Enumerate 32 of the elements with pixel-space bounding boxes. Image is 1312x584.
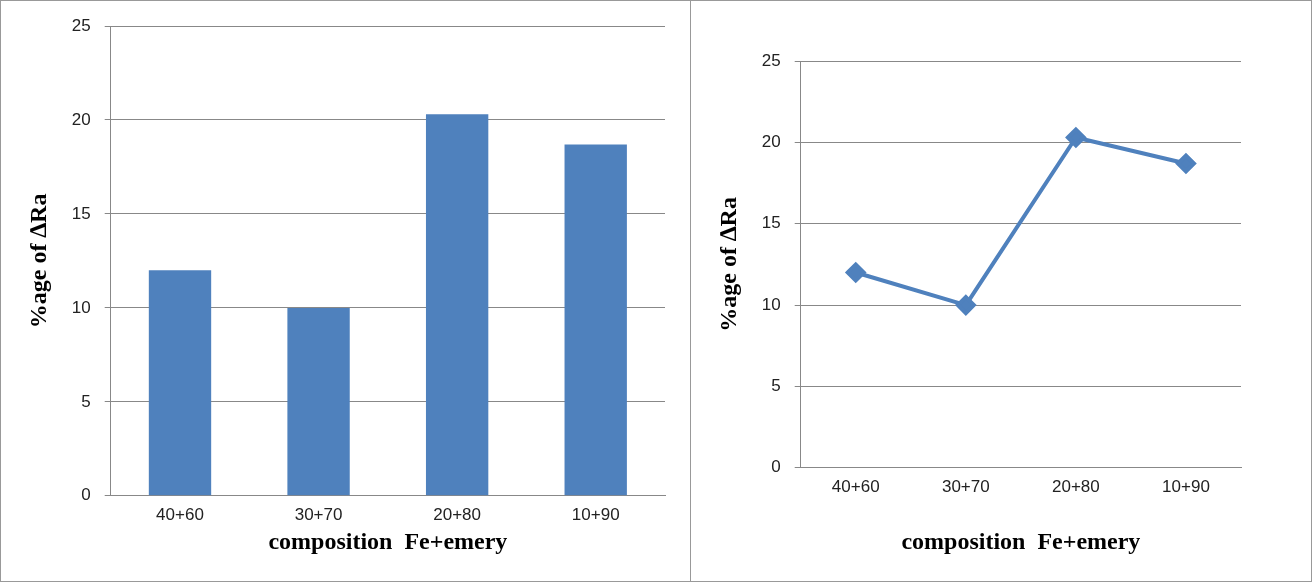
y-tick-label: 15 [761,213,781,233]
x-tick-label: 20+80 [433,504,482,524]
bar [287,307,350,496]
y-tick-label: 15 [71,203,91,223]
x-tick-label: 40+60 [831,476,880,496]
y-tick-label: 0 [81,485,91,505]
y-tick-label: 10 [761,294,781,314]
x-tick-label: 20+80 [1052,476,1100,496]
point [845,262,866,283]
point [1065,127,1086,148]
y-tick-label: 5 [771,376,781,396]
bar [564,144,627,496]
y-tick-label: 10 [71,297,91,317]
y-axis-title: %age of ∆Ra [24,193,51,329]
x-tick-label: 30+70 [294,504,343,524]
x-axis-title: composition Fe+emery [268,527,508,554]
point [955,295,976,316]
y-tick-label: 20 [761,132,781,152]
y-tick-label: 20 [71,109,91,129]
y-axis-title: %age of ∆Ra [714,197,741,332]
x-tick-label: 10+90 [1162,476,1210,496]
x-tick-label: 10+90 [571,504,620,524]
y-tick-label: 5 [81,391,91,411]
y-tick-label: 25 [761,50,781,70]
x-tick-label: 30+70 [941,476,990,496]
bar [425,114,489,496]
y-tick-label: 25 [71,15,91,35]
point [1175,153,1196,174]
x-axis-title: composition Fe+emery [901,527,1141,554]
y-tick-label: 0 [771,457,781,477]
x-tick-label: 40+60 [156,504,204,524]
bar [148,270,212,496]
